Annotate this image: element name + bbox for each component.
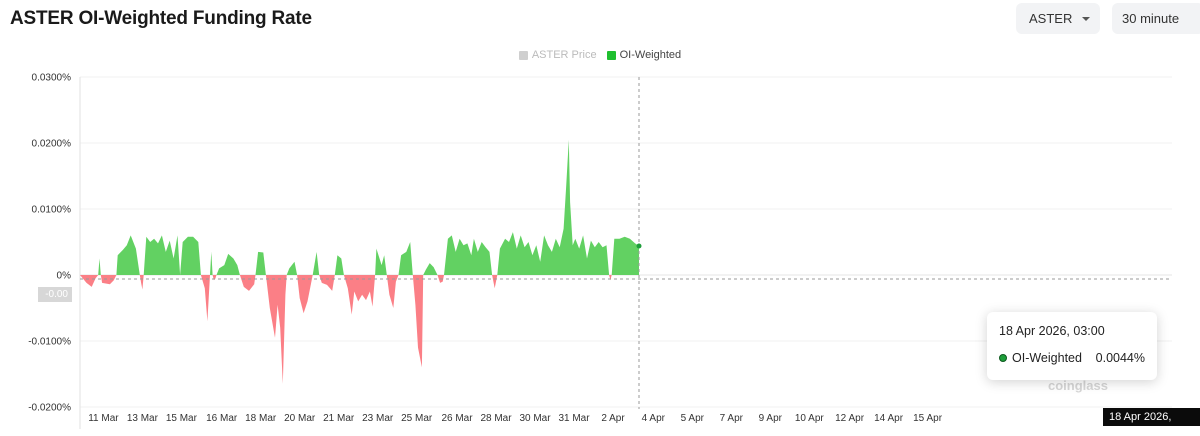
- x-tick-label: 28 Mar: [480, 413, 512, 424]
- x-tick-label: 14 Apr: [874, 413, 904, 424]
- crosshair-point: [636, 243, 642, 249]
- x-tick-label: 7 Apr: [720, 413, 744, 424]
- x-tick-label: 16 Mar: [206, 413, 238, 424]
- area-negative-9: [212, 275, 217, 281]
- area-negative-11: [239, 275, 256, 291]
- area-positive-18: [334, 255, 344, 275]
- y-tick-label: 0.0300%: [32, 73, 72, 84]
- area-positive-14: [286, 261, 298, 275]
- crosshair: [80, 77, 1172, 409]
- y-tick-label: 0%: [57, 271, 72, 282]
- area-negative-2: [100, 275, 117, 285]
- x-tick-label: 13 Mar: [127, 413, 159, 424]
- area-negative-4: [139, 275, 144, 290]
- x-tick-label: 20 Mar: [284, 413, 316, 424]
- legend-swatch-oi-weighted: [606, 50, 616, 60]
- area-negative-13: [265, 275, 287, 384]
- area-positive-3: [116, 235, 140, 275]
- watermark: coinglass: [1048, 378, 1108, 393]
- area-negative-23: [412, 275, 424, 368]
- legend-item-oi-weighted[interactable]: OI-Weighted: [606, 49, 682, 61]
- chevron-down-icon: [1082, 16, 1090, 21]
- area-positive-6: [180, 236, 201, 275]
- y-tick-label: -0.0200%: [28, 403, 71, 414]
- tooltip-series-dot: [999, 354, 1007, 362]
- x-tick-label: 15 Apr: [913, 413, 943, 424]
- x-tick-label: 25 Mar: [401, 413, 433, 424]
- legend-label-price: ASTER Price: [531, 49, 597, 61]
- interval-select[interactable]: 30 minute: [1112, 3, 1200, 34]
- area-negative-29: [609, 275, 612, 281]
- x-tick-label: 26 Mar: [441, 413, 473, 424]
- x-axis: 11 Mar 13 Mar 15 Mar 16 Mar 18 Mar 20 Mar 21 M…: [88, 413, 943, 424]
- x-tick-label: 15 Mar: [166, 413, 198, 424]
- area-positive-10: [216, 253, 240, 275]
- crosshair-x-label: 18 Apr 2026, 03:00: [1103, 408, 1200, 436]
- x-tick-label: 9 Apr: [759, 413, 783, 424]
- y-tick-label: 0.0100%: [32, 205, 72, 216]
- area-positive-12: [255, 251, 266, 275]
- area-negative-21: [386, 275, 399, 308]
- area-negative-7: [200, 275, 210, 322]
- legend-item-price[interactable]: ASTER Price: [518, 49, 597, 61]
- x-tick-label: 30 Mar: [519, 413, 551, 424]
- interval-select-value: 30 minute: [1122, 11, 1180, 26]
- y-tick-label: 0.0200%: [32, 139, 72, 150]
- area-negative-27: [492, 275, 498, 289]
- area-positive-22: [398, 242, 413, 275]
- y-axis: 0.0300% 0.0200% 0.0100% 0% -0.0100% -0.0200%: [28, 73, 81, 429]
- area-positive-30: [611, 236, 639, 275]
- chart-tooltip: 18 Apr 2026, 03:00 OI-Weighted 0.0044%: [987, 312, 1157, 380]
- area-negative-15: [297, 275, 313, 314]
- page-title: ASTER OI-Weighted Funding Rate: [10, 8, 312, 29]
- x-tick-label: 2 Apr: [601, 413, 625, 424]
- chart-legend: ASTER Price OI-Weighted: [0, 49, 1200, 61]
- x-tick-label: 11 Mar: [88, 413, 119, 424]
- legend-label-oi-weighted: OI-Weighted: [619, 49, 682, 61]
- area-positive-5: [143, 235, 181, 275]
- tooltip-series-name: OI-Weighted: [1012, 351, 1082, 365]
- chart-areas: [80, 139, 639, 384]
- area-positive-28: [497, 139, 610, 275]
- area-positive-24: [423, 263, 438, 275]
- area-positive-16: [312, 251, 320, 275]
- crosshair-y-label: -0.00: [38, 287, 72, 302]
- area-positive-8: [210, 251, 213, 275]
- area-positive-1: [98, 258, 101, 275]
- area-negative-17: [319, 275, 335, 291]
- tooltip-row: OI-Weighted 0.0044%: [999, 351, 1145, 365]
- y-tick-label: -0.0100%: [28, 337, 71, 348]
- asset-select-value: ASTER: [1029, 11, 1073, 26]
- x-tick-label: 5 Apr: [681, 413, 705, 424]
- area-negative-0: [80, 275, 99, 287]
- x-tick-label: 10 Apr: [795, 413, 825, 424]
- area-positive-26: [444, 235, 493, 275]
- area-negative-19: [343, 275, 376, 315]
- x-tick-label: 12 Apr: [835, 413, 865, 424]
- area-positive-20: [375, 248, 387, 275]
- x-tick-label: 4 Apr: [642, 413, 666, 424]
- tooltip-series-value: 0.0044%: [1095, 351, 1145, 365]
- x-tick-label: 18 Mar: [245, 413, 277, 424]
- asset-select[interactable]: ASTER: [1016, 3, 1100, 34]
- tooltip-date: 18 Apr 2026, 03:00: [999, 324, 1105, 338]
- x-tick-label: 23 Mar: [362, 413, 394, 424]
- x-tick-label: 21 Mar: [323, 413, 355, 424]
- x-tick-label: 31 Mar: [558, 413, 590, 424]
- legend-swatch-price: [518, 50, 528, 60]
